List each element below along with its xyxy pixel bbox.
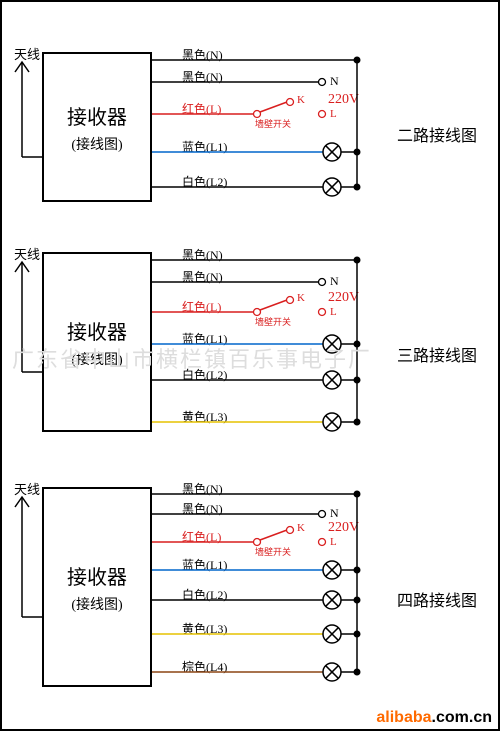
diagram-section-four: 接收器(接线图)天线四路接线图N220VKL墙壁开关黑色(N)黑色(N)红色(L… <box>2 472 500 697</box>
wiring-svg <box>2 232 500 442</box>
diagram-section-three: 接收器(接线图)天线三路接线图N220VKL墙壁开关黑色(N)黑色(N)红色(L… <box>2 232 500 442</box>
diagram-section-two: 接收器(接线图)天线二路接线图N220VKL墙壁开关黑色(N)黑色(N)红色(L… <box>2 22 500 202</box>
wiring-svg <box>2 22 500 202</box>
wiring-svg <box>2 472 500 697</box>
footer-brand: alibaba.com.cn <box>376 709 492 727</box>
